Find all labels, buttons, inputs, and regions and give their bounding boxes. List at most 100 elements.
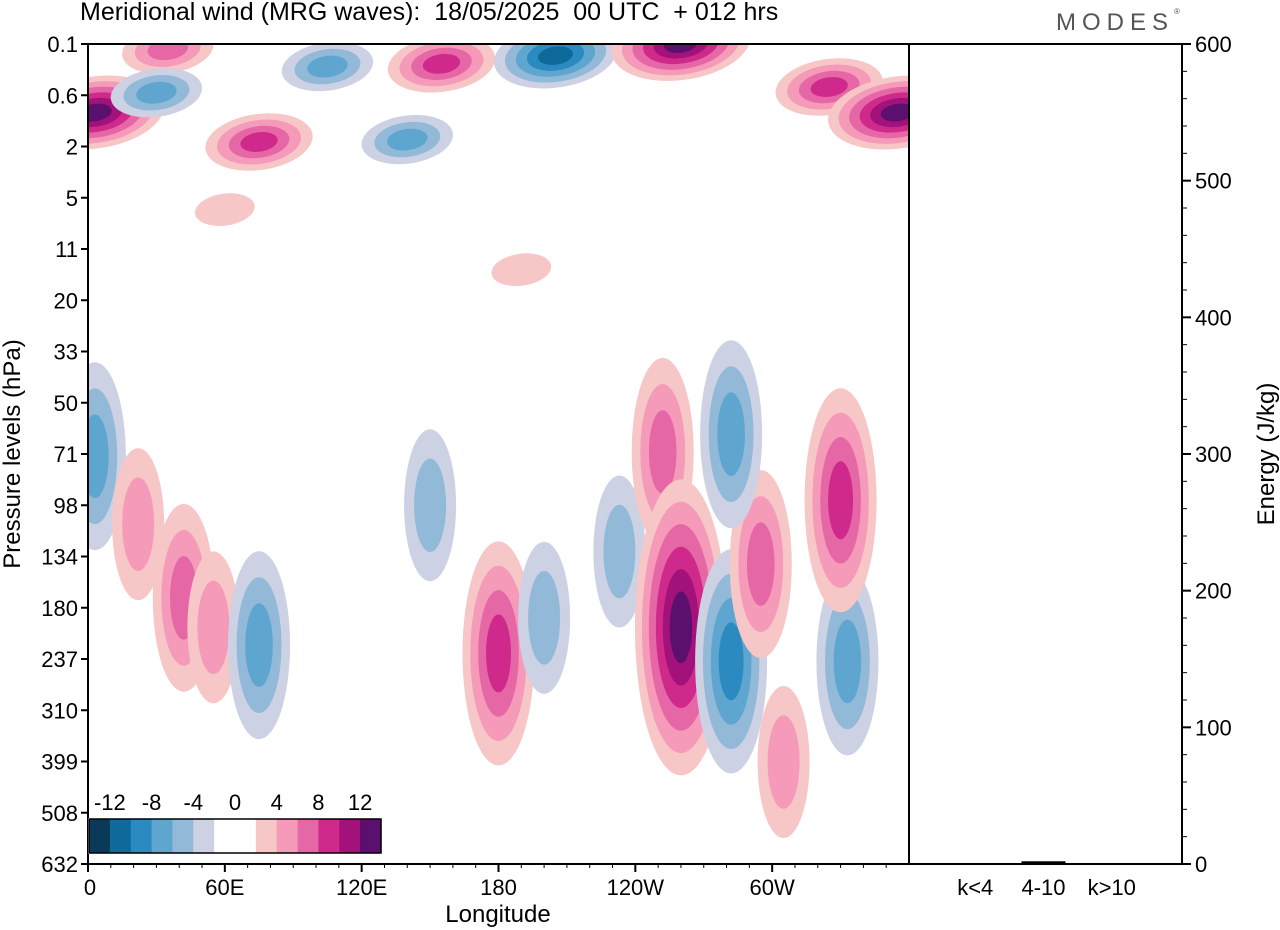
contour-field [88, 44, 909, 839]
colorbar-label: -4 [184, 790, 204, 815]
contour-band [486, 614, 511, 693]
x-tick-label: 60E [205, 875, 244, 900]
colorbar-label: -8 [142, 790, 162, 815]
y-tick-label: 508 [41, 801, 78, 826]
contour-band [414, 458, 447, 553]
energy-panel: 0 100 200 300 400 500 600 k<4 4-10 k>10 [908, 32, 1232, 900]
energy-category-label: k>10 [1088, 875, 1136, 900]
energy-y-tick-label: 400 [1195, 305, 1232, 330]
colorbar-swatch [318, 819, 340, 853]
contour-band [653, 44, 709, 59]
energy-axis-title: Energy (J/kg) [1253, 383, 1280, 526]
y-tick-label: 98 [54, 493, 78, 518]
energy-y-tick-label: 100 [1195, 715, 1232, 740]
contour-blob [404, 429, 457, 582]
y-tick-label: 71 [54, 442, 78, 467]
y-tick-label: 33 [54, 340, 78, 365]
contour-band [240, 132, 278, 152]
logo-text: MODES [1056, 9, 1175, 36]
colorbar-swatch [130, 819, 153, 853]
contour-band [717, 392, 745, 476]
colorbar-label: 12 [348, 790, 372, 815]
contour-band [828, 461, 854, 540]
contour-band [122, 477, 155, 571]
y-tick-label: 11 [55, 237, 78, 262]
colorbar-label: -12 [94, 790, 126, 815]
colorbar-label: 0 [229, 790, 241, 815]
contour-band [648, 410, 677, 494]
contour-band [767, 715, 800, 809]
contour-band [491, 253, 552, 287]
y-axis-title: Pressure levels (hPa) [0, 339, 26, 568]
x-tick-label: 0 [84, 875, 96, 900]
x-tick-label: 180 [480, 875, 517, 900]
contour-blob [281, 44, 374, 92]
contour-blob [518, 541, 571, 694]
energy-plot-frame [908, 43, 1183, 865]
y-tick-label: 180 [41, 596, 78, 621]
contour-blob [816, 567, 879, 756]
y-tick-label: 632 [41, 852, 78, 877]
contour-band [537, 46, 574, 65]
contour-band [387, 128, 428, 151]
energy-y-tick-label: 300 [1195, 442, 1232, 467]
colorbar-frame [88, 818, 382, 854]
contour-band [880, 103, 909, 122]
colorbar-swatch [193, 819, 215, 853]
colorbar-label: 4 [271, 790, 283, 815]
y-tick-label: 399 [41, 750, 78, 775]
contour-blob [828, 75, 909, 150]
contour-blob [593, 475, 646, 628]
colorbar-swatch [360, 819, 382, 853]
colorbar-swatch [255, 819, 278, 853]
contour-band [195, 193, 255, 226]
colorbar-swatch [89, 819, 111, 853]
colorbar-swatch [339, 819, 361, 853]
contour-band [245, 603, 273, 687]
y-tick-label: 0.6 [47, 83, 78, 108]
y-tick-label: 310 [41, 698, 78, 723]
contour-band [88, 414, 109, 499]
x-tick-label: 60W [750, 875, 795, 900]
energy-y-tick-label: 200 [1195, 579, 1232, 604]
energy-y-tick-label: 600 [1195, 32, 1232, 57]
contour-blob [195, 193, 255, 226]
contour-band [136, 81, 177, 104]
contour-band [603, 504, 636, 599]
contour-band [197, 580, 230, 675]
contour-blob [122, 44, 214, 74]
contour-band [88, 103, 112, 122]
contour-band [664, 44, 698, 53]
y-tick-label: 237 [41, 647, 78, 672]
energy-y-tick-label: 0 [1195, 852, 1207, 877]
x-axis-title: Longitude [445, 901, 550, 928]
contour-band [718, 622, 744, 701]
contour-blob [112, 448, 165, 601]
chart-title: Meridional wind (MRG waves): 18/05/2025 … [80, 0, 779, 26]
energy-bar [953, 863, 998, 865]
colorbar-swatch [276, 819, 299, 853]
colorbar-swatch [172, 819, 194, 853]
contour-band [147, 44, 189, 61]
contour-blob [387, 44, 496, 93]
y-tick-label: 5 [66, 186, 78, 211]
contour-blob [228, 551, 291, 740]
contour-blob [462, 541, 535, 766]
contour-blob [187, 551, 240, 704]
contour-band [528, 571, 561, 665]
colorbar-swatch [109, 819, 132, 853]
contour-blob [361, 114, 453, 165]
contour-blob [700, 340, 763, 529]
energy-category-label: k<4 [957, 875, 993, 900]
colorbar: -12 -8 -4 0 4 8 12 [88, 790, 382, 854]
y-tick-label: 0.1 [47, 32, 78, 57]
x-tick-label: 120W [607, 875, 665, 900]
contour-blob [491, 253, 552, 287]
contour-band [669, 591, 693, 664]
modes-logo: MODES® [1056, 7, 1180, 36]
energy-y-tick-label: 500 [1195, 169, 1232, 194]
y-tick-label: 20 [54, 288, 78, 313]
energy-bar [1021, 861, 1066, 864]
contour-blob [804, 388, 877, 613]
